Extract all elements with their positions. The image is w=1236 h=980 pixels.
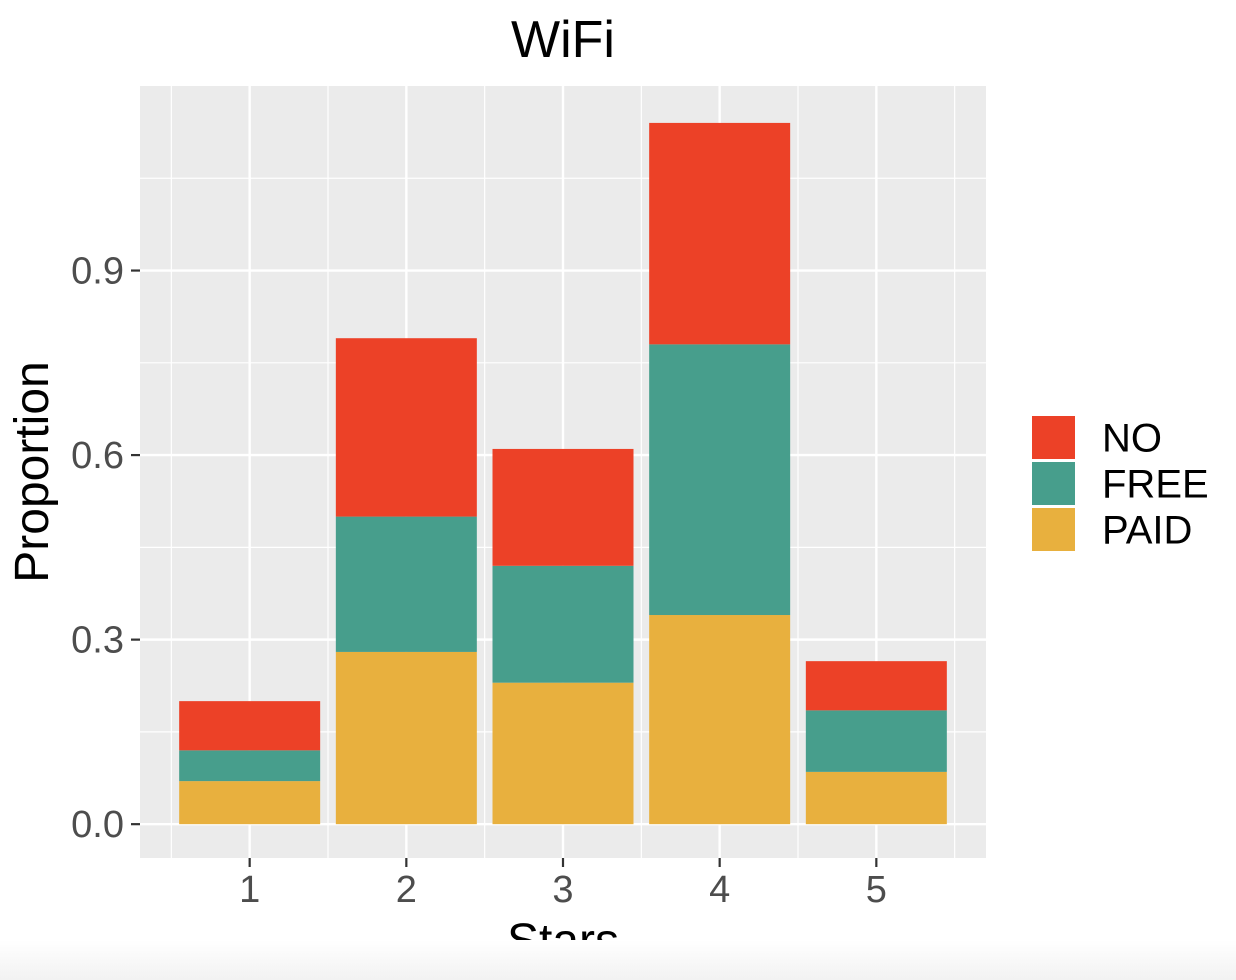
y-axis-title: Proportion (6, 361, 59, 582)
bar-free-stars-1 (179, 750, 321, 782)
bar-free-stars-2 (335, 516, 477, 652)
x-tick-label: 1 (239, 869, 260, 911)
bar-no-stars-3 (492, 448, 634, 566)
legend-label-no: NO (1102, 417, 1162, 461)
legend-key-no (1032, 416, 1075, 459)
x-tick-label: 4 (709, 869, 730, 911)
x-tick-label: 2 (396, 869, 417, 911)
legend-label-paid: PAID (1102, 509, 1192, 553)
bar-free-stars-4 (649, 344, 791, 616)
y-tick-label: 0.6 (71, 435, 124, 477)
y-tick-label: 0.9 (71, 251, 124, 293)
legend-label-free: FREE (1102, 463, 1209, 507)
chart-title: WiFi (511, 11, 615, 69)
bar-paid-stars-2 (335, 651, 477, 825)
legend-key-free (1032, 462, 1075, 505)
legend-key-paid (1032, 508, 1075, 551)
bar-paid-stars-4 (649, 615, 791, 825)
bar-paid-stars-5 (805, 771, 947, 825)
x-tick-label: 3 (552, 869, 573, 911)
x-tick-label: 5 (866, 869, 887, 911)
bar-paid-stars-3 (492, 682, 634, 825)
y-axis-ticks: 0.0 0.3 0.6 0.9 (71, 251, 140, 846)
bar-paid-stars-1 (179, 781, 321, 825)
y-tick-label: 0.0 (71, 804, 124, 846)
y-tick-label: 0.3 (71, 620, 124, 662)
x-axis-ticks: 1 2 3 4 5 (239, 858, 887, 911)
bar-free-stars-5 (805, 710, 947, 772)
bar-no-stars-2 (335, 338, 477, 517)
bar-no-stars-5 (805, 661, 947, 711)
bar-free-stars-3 (492, 565, 634, 683)
bottom-fade (0, 940, 1236, 980)
bar-no-stars-1 (179, 701, 321, 751)
bars (179, 122, 947, 825)
bar-no-stars-4 (649, 122, 791, 345)
